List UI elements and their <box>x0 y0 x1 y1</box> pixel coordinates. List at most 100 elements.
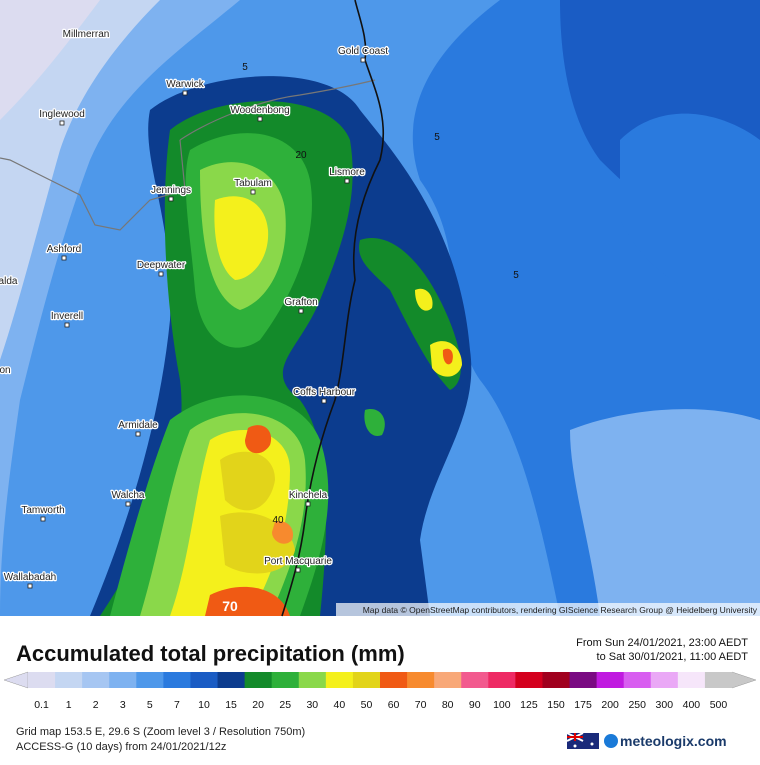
scale-label: 125 <box>520 699 538 711</box>
scale-label: 1 <box>66 699 72 711</box>
scale-color <box>704 672 733 688</box>
scale-color <box>542 672 571 688</box>
title: Accumulated total precipitation (mm) <box>16 641 405 666</box>
scale-label: 500 <box>710 699 728 711</box>
contour-label: 70 <box>222 598 238 614</box>
scale-label: 80 <box>442 699 454 711</box>
map <box>0 0 760 617</box>
date-to: to Sat 30/01/2021, 11:00 AEDT <box>597 651 749 663</box>
scale-color <box>82 672 110 688</box>
place-label: Kinchela <box>289 490 328 501</box>
scale-label: 300 <box>656 699 674 711</box>
map-labels: Millmerran Gold Coast Warwick Inglewood Wood… <box>0 28 519 614</box>
scale-label: 175 <box>574 699 592 711</box>
scale-color <box>298 672 327 688</box>
model-info: ACCESS-G (10 days) from 24/01/2021/12z <box>16 741 226 753</box>
place-dot <box>321 398 327 404</box>
place-label: alda <box>0 276 18 287</box>
place-dot <box>257 116 263 122</box>
place-dot <box>344 178 350 184</box>
scale-label: 100 <box>493 699 511 711</box>
place-label: Armidale <box>118 420 158 431</box>
scale-label: 60 <box>388 699 400 711</box>
attribution: Map data © OpenStreetMap contributors, r… <box>363 605 758 615</box>
place-label: Tamworth <box>21 505 64 516</box>
scale-label: 250 <box>628 699 646 711</box>
scale-end <box>731 671 757 689</box>
place-label: Warwick <box>166 79 204 90</box>
place-dot <box>168 196 174 202</box>
contour-label: 20 <box>295 150 307 161</box>
place-dot <box>64 322 70 328</box>
place-label: Ashford <box>47 244 81 255</box>
scale-color <box>380 672 408 688</box>
flag <box>566 732 599 749</box>
scale-label: 20 <box>252 699 264 711</box>
scale-label: 150 <box>547 699 565 711</box>
scale-color <box>488 672 516 688</box>
scale-color <box>136 672 164 688</box>
place-dot <box>250 189 256 195</box>
scale-color <box>325 672 354 688</box>
scale-color <box>623 672 652 688</box>
scale-color <box>244 672 273 688</box>
place-label: Port Macquarie <box>264 556 332 567</box>
scale-color <box>28 672 56 688</box>
contour-label: 5 <box>513 270 519 281</box>
scale-label: 25 <box>279 699 291 711</box>
scale-color <box>677 672 706 688</box>
place-dot <box>305 501 311 507</box>
place-dot <box>40 516 46 522</box>
place-dot <box>158 271 164 277</box>
place-dot <box>182 90 188 96</box>
scale-label: 50 <box>361 699 373 711</box>
scale-color <box>55 672 83 688</box>
contour-label: 5 <box>242 62 248 73</box>
scale-end <box>3 671 29 689</box>
scale-color <box>569 672 598 688</box>
place-label: Woodenbong <box>230 105 289 116</box>
place-label: Tabulam <box>234 178 272 189</box>
legend-panel: Accumulated total precipitation (mm) Fro… <box>3 637 757 753</box>
scale-label: 15 <box>225 699 237 711</box>
place-label: Millmerran <box>63 29 110 40</box>
scale-label: 2 <box>93 699 99 711</box>
place-dot <box>360 57 366 63</box>
place-label: Gold Coast <box>338 46 388 57</box>
place-label: Inverell <box>51 311 83 322</box>
scale-color <box>434 672 462 688</box>
place-label: Lismore <box>329 167 365 178</box>
logo <box>604 734 618 748</box>
scale-color <box>190 672 219 688</box>
scale-label: 400 <box>683 699 701 711</box>
scale-color <box>163 672 191 688</box>
place-dot <box>298 308 304 314</box>
date-from: From Sun 24/01/2021, 23:00 AEDT <box>576 637 748 649</box>
scale-label: 10 <box>198 699 210 711</box>
scale-color <box>407 672 435 688</box>
scale-color <box>650 672 679 688</box>
brand[interactable]: meteologix.com <box>620 733 727 749</box>
scale-label: 3 <box>120 699 126 711</box>
scale-label: 40 <box>334 699 346 711</box>
scale-label: 7 <box>174 699 180 711</box>
contour-label: 40 <box>272 515 284 526</box>
place-label: Grafton <box>284 297 317 308</box>
place-label: Deepwater <box>137 260 186 271</box>
place-dot <box>59 120 65 126</box>
place-dot <box>61 255 67 261</box>
scale-label: 200 <box>601 699 619 711</box>
scale-label: 30 <box>306 699 318 711</box>
place-dot <box>125 501 131 507</box>
place-label: Inglewood <box>39 109 85 120</box>
color-scale: 0.1 1 2 3 5 7 10 15 20 25 30 40 50 60 70 80 90 100 125 150 1… <box>3 671 757 711</box>
scale-color <box>217 672 246 688</box>
scale-color <box>271 672 300 688</box>
scale-color <box>352 672 381 688</box>
scale-color <box>515 672 543 688</box>
scale-label: 5 <box>147 699 153 711</box>
scale-label: 0.1 <box>34 699 49 711</box>
grid-info: Grid map 153.5 E, 29.6 S (Zoom level 3 /… <box>16 726 305 738</box>
place-label: Jennings <box>151 185 191 196</box>
